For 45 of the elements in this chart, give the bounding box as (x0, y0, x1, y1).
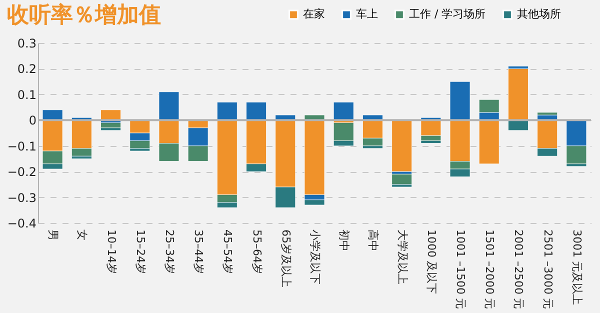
bar (392, 120, 412, 172)
y-tick-label: 0.2 (17, 62, 36, 76)
chart-title: 收听率％增加值 (6, 2, 161, 28)
legend-label: 工作 / 学习场所 (409, 8, 486, 21)
x-tick-label: 2501 –3000 元 (541, 230, 554, 309)
x-tick-label: 35–44岁 (192, 230, 206, 274)
bar (508, 68, 528, 120)
bar (537, 112, 558, 116)
y-tick-label: 0 (28, 114, 36, 128)
x-tick-label: 55–64岁 (250, 230, 264, 274)
x-tick-label: 45–54岁 (221, 230, 234, 274)
bar (508, 120, 528, 131)
x-tick-label: 1501 –2000 元 (483, 230, 496, 309)
y-tick-label: −0.3 (7, 190, 36, 205)
x-tick-label: 大学及以上 (396, 230, 409, 284)
x-tick-label: 高中 (366, 230, 380, 252)
bar (158, 92, 180, 120)
bar (478, 120, 500, 164)
x-tick-label: 2001 –2500 元 (512, 230, 526, 309)
y-tick-label: 0.3 (17, 36, 36, 50)
y-tick-label: 0.1 (17, 88, 36, 102)
y-tick-label: −0.4 (7, 216, 36, 230)
x-tick-label: 女 (76, 230, 89, 240)
x-tick-label: 65岁及以上 (279, 230, 292, 288)
legend-label: 在家 (303, 8, 325, 21)
bar (100, 122, 121, 128)
legend-label: 车上 (356, 8, 378, 21)
x-tick-label: 3001 元及以上 (570, 230, 584, 305)
bar (333, 102, 354, 120)
y-tick-label: −0.2 (7, 165, 36, 180)
bar (42, 110, 63, 120)
x-tick-label: 25–34岁 (162, 230, 176, 274)
x-tick-label: 1001 –1500 元 (454, 230, 468, 309)
bar (216, 102, 238, 120)
x-tick-label: 初中 (338, 230, 351, 252)
bar (246, 102, 266, 120)
x-tick-label: 男 (46, 230, 60, 240)
legend-label: 其他场所 (517, 8, 561, 21)
x-tick-label: 1000 及以下 (424, 230, 438, 294)
x-tick-label: 10–14岁 (104, 230, 118, 274)
x-tick-label: 15–24岁 (134, 230, 147, 274)
y-tick-label: −0.1 (7, 139, 36, 154)
bar (392, 174, 412, 185)
x-tick-label: 小学及以下 (308, 230, 322, 284)
bar (450, 81, 470, 120)
